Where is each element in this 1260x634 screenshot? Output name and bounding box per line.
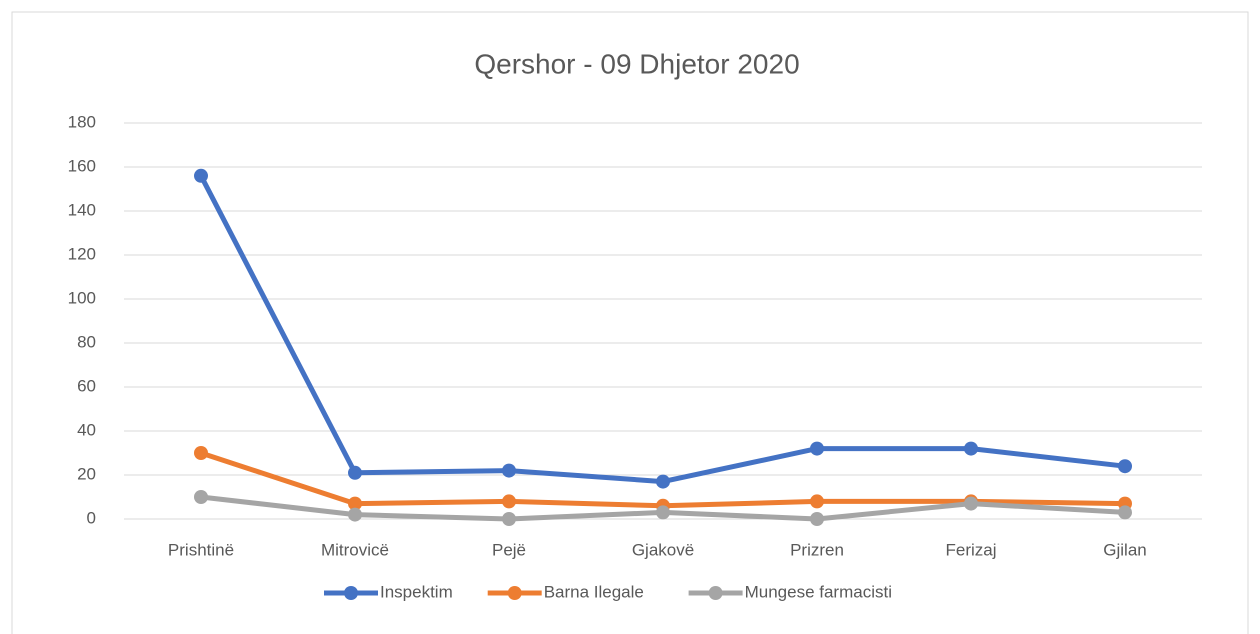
y-tick-label: 180 xyxy=(68,112,96,131)
x-tick-label: Pejë xyxy=(492,540,526,559)
legend-marker xyxy=(344,586,358,600)
y-tick-label: 60 xyxy=(77,376,96,395)
x-tick-label: Gjakovë xyxy=(632,540,694,559)
legend-label: Inspektim xyxy=(380,582,453,601)
legend-marker xyxy=(708,586,723,600)
point xyxy=(502,494,516,509)
point xyxy=(348,507,362,522)
y-tick-label: 20 xyxy=(77,464,96,483)
point xyxy=(1118,505,1132,520)
x-tick-label: Prizren xyxy=(790,540,844,559)
legend-marker xyxy=(507,586,522,600)
y-tick-label: 120 xyxy=(68,244,96,263)
point xyxy=(810,494,824,509)
point xyxy=(348,496,362,511)
point xyxy=(964,441,978,456)
point xyxy=(656,474,670,489)
y-tick-label: 160 xyxy=(68,156,96,175)
chart-border xyxy=(11,11,1249,634)
point xyxy=(194,168,208,183)
y-tick-label: 0 xyxy=(87,508,96,527)
point xyxy=(348,465,362,480)
x-tick-label: Prishtinë xyxy=(168,540,234,559)
point xyxy=(656,505,670,520)
x-tick-label: Ferizaj xyxy=(945,540,996,559)
y-tick-label: 100 xyxy=(68,288,96,307)
point xyxy=(502,463,516,478)
x-tick-label: Mitrovicë xyxy=(321,540,389,559)
legend-label: Barna Ilegale xyxy=(544,582,644,601)
y-tick-label: 40 xyxy=(77,420,96,439)
point xyxy=(194,490,208,504)
point xyxy=(1118,459,1132,474)
y-tick-label: 140 xyxy=(68,200,96,219)
point xyxy=(502,512,516,526)
point xyxy=(810,512,824,526)
point xyxy=(810,441,824,456)
legend-label: Mungese farmacisti xyxy=(745,582,892,601)
point xyxy=(194,446,208,460)
point xyxy=(964,496,978,511)
y-tick-label: 80 xyxy=(77,332,96,351)
x-tick-label: Gjilan xyxy=(1103,540,1146,559)
chart-title: Qershor - 09 Dhjetor 2020 xyxy=(474,48,799,79)
